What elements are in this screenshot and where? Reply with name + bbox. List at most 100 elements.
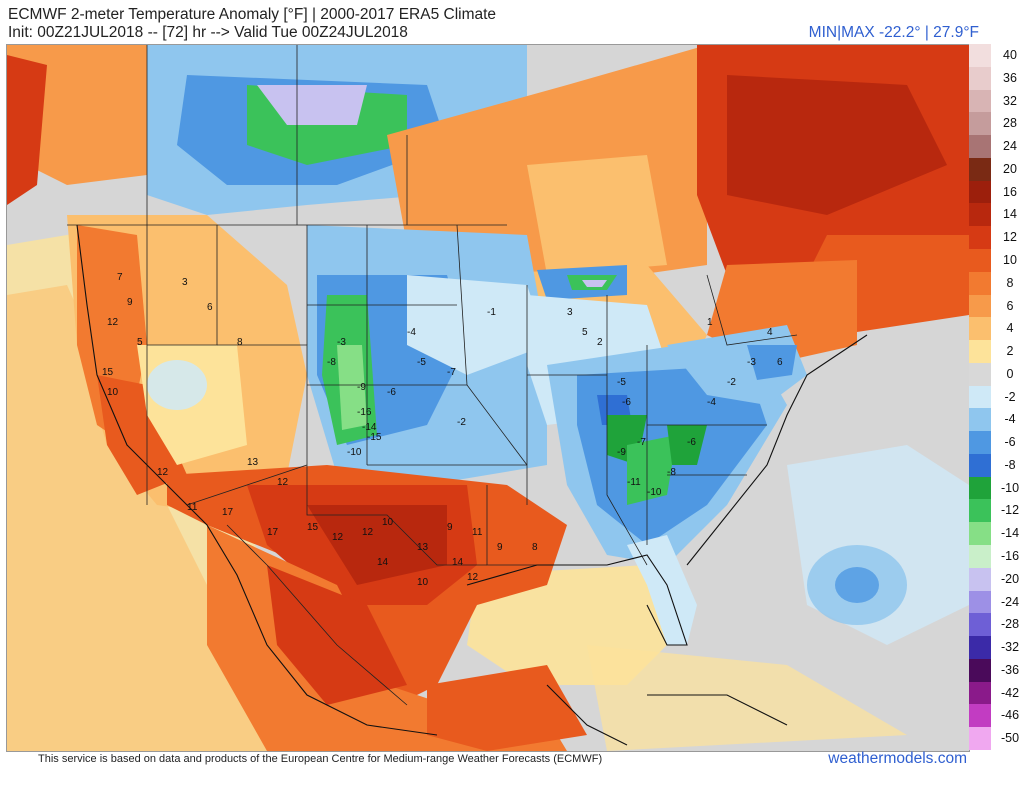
anomaly-map: 7 9 12 5 3 6 8 10 15 12 11 17 13 12 17 15 12 12 10 14 13 9 11 1… <box>6 44 970 752</box>
colorbar-step: 36 <box>969 66 1029 90</box>
colorbar-label: 32 <box>1003 93 1017 108</box>
colorbar-step: -50 <box>969 727 1029 750</box>
colorbar-swatch <box>969 317 991 341</box>
anomaly-value-label: 5 <box>137 337 143 348</box>
colorbar-step: 0 <box>969 362 1029 386</box>
anomaly-value-label: 10 <box>107 387 119 398</box>
anomaly-value-label: 14 <box>377 557 389 568</box>
colorbar-step: -32 <box>969 636 1029 659</box>
colorbar-label: -50 <box>1000 731 1020 746</box>
anomaly-value-label: -8 <box>327 357 336 368</box>
colorbar-label: 28 <box>1003 116 1017 131</box>
brand-link[interactable]: weathermodels.com <box>828 750 967 767</box>
anomaly-value-label: 9 <box>497 542 503 553</box>
colorbar-step: 16 <box>969 180 1029 204</box>
colorbar-step: -10 <box>969 476 1029 500</box>
anomaly-value-label: 12 <box>157 467 169 478</box>
anomaly-value-label: -10 <box>647 487 662 498</box>
colorbar-swatch <box>969 522 991 546</box>
colorbar-legend: 40 36 32 28 24 20 16 14 12 10 8 6 4 2 0 -2 -4 -6 -8 -10 -12-… <box>969 44 1029 750</box>
colorbar-swatch <box>969 658 991 682</box>
colorbar-swatch <box>969 157 991 181</box>
anomaly-value-label: 7 <box>117 272 123 283</box>
data-credit: This service is based on data and produc… <box>38 753 603 765</box>
anomaly-value-label: 4 <box>767 327 773 338</box>
colorbar-swatch <box>969 203 991 227</box>
anomaly-value-label: -2 <box>727 377 736 388</box>
anomaly-value-label: 6 <box>207 302 213 313</box>
colorbar-label: -12 <box>1000 503 1020 518</box>
colorbar-step: -6 <box>969 431 1029 454</box>
anomaly-value-label: 6 <box>777 357 783 368</box>
colorbar-label: 14 <box>1003 207 1017 222</box>
colorbar-swatch <box>969 590 991 614</box>
colorbar-swatch <box>969 271 991 295</box>
colorbar-step: 32 <box>969 89 1029 113</box>
colorbar-label: 20 <box>1003 161 1017 176</box>
anomaly-value-label: -10 <box>347 447 362 458</box>
colorbar-swatch <box>969 66 991 90</box>
anomaly-value-label: 9 <box>447 522 453 533</box>
colorbar-step: -20 <box>969 567 1029 591</box>
colorbar-step: -46 <box>969 704 1029 728</box>
colorbar-step: -16 <box>969 545 1029 568</box>
colorbar-swatch <box>969 294 991 318</box>
colorbar-step: -42 <box>969 681 1029 705</box>
colorbar-label: -4 <box>1004 412 1016 427</box>
anomaly-value-label: -11 <box>627 477 641 488</box>
anomaly-value-label: -6 <box>387 387 396 398</box>
anomaly-value-label: 12 <box>332 532 344 543</box>
colorbar-step: -2 <box>969 385 1029 409</box>
anomaly-value-label: -5 <box>417 357 426 368</box>
colorbar-label: -32 <box>1000 640 1020 655</box>
colorbar-swatch <box>969 704 991 728</box>
anomaly-value-label: -6 <box>687 437 696 448</box>
colorbar-label: 2 <box>1006 344 1014 359</box>
colorbar-swatch <box>969 636 991 659</box>
colorbar-step: -12 <box>969 499 1029 523</box>
anomaly-value-label: -7 <box>637 437 646 448</box>
colorbar-swatch <box>969 545 991 568</box>
colorbar-swatch <box>969 727 991 750</box>
colorbar-step: -28 <box>969 613 1029 637</box>
colorbar-label: -2 <box>1004 389 1016 404</box>
anomaly-value-label: 13 <box>247 457 259 468</box>
colorbar-label: 16 <box>1003 184 1017 199</box>
colorbar-step: 2 <box>969 340 1029 363</box>
colorbar-swatch <box>969 431 991 454</box>
colorbar-label: -20 <box>1000 571 1020 586</box>
chart-title: ECMWF 2-meter Temperature Anomaly [°F] |… <box>8 6 497 23</box>
colorbar-label: 24 <box>1003 139 1017 154</box>
anomaly-value-label: 12 <box>107 317 119 328</box>
init-valid-line: Init: 00Z21JUL2018 -- [72] hr --> Valid … <box>8 24 408 41</box>
colorbar-step: 6 <box>969 294 1029 318</box>
colorbar-swatch <box>969 226 991 249</box>
colorbar-label: -6 <box>1004 435 1016 450</box>
colorbar-swatch <box>969 89 991 113</box>
anomaly-value-label: 2 <box>597 337 603 348</box>
anomaly-value-label: -9 <box>617 447 626 458</box>
anomaly-value-label: 13 <box>417 542 429 553</box>
colorbar-swatch <box>969 340 991 363</box>
colorbar-swatch <box>969 385 991 409</box>
anomaly-value-label: -2 <box>457 417 466 428</box>
anomaly-value-label: 10 <box>382 517 394 528</box>
colorbar-step: -36 <box>969 658 1029 682</box>
colorbar-swatch <box>969 135 991 158</box>
colorbar-swatch <box>969 248 991 272</box>
anomaly-value-label: 8 <box>237 337 243 348</box>
colorbar-step: 12 <box>969 226 1029 249</box>
colorbar-swatch <box>969 453 991 477</box>
colorbar-swatch <box>969 499 991 523</box>
anomaly-value-label: 11 <box>472 527 483 538</box>
anomaly-value-label: -6 <box>622 397 631 408</box>
anomaly-value-label: 14 <box>452 557 464 568</box>
colorbar-step: 20 <box>969 157 1029 181</box>
anomaly-value-label: 3 <box>567 307 573 318</box>
colorbar-label: 8 <box>1006 275 1014 290</box>
colorbar-swatch <box>969 362 991 386</box>
colorbar-label: 10 <box>1003 252 1017 267</box>
anomaly-value-label: -8 <box>667 467 676 478</box>
colorbar-label: 6 <box>1006 298 1014 313</box>
colorbar-step: 14 <box>969 203 1029 227</box>
